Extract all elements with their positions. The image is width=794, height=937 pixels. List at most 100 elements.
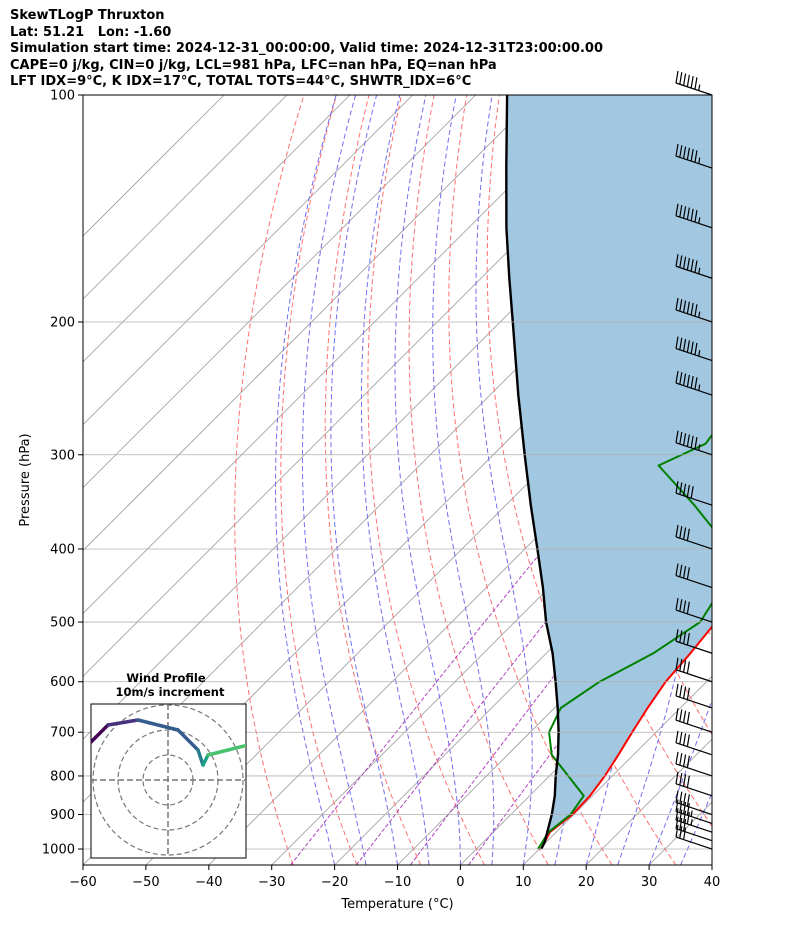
barb-flag (679, 482, 683, 495)
barb-flag (679, 204, 683, 218)
barb-flag (686, 794, 690, 807)
wind-barb (675, 751, 713, 777)
barb-flag (675, 799, 679, 812)
wind-barb (675, 657, 713, 683)
hodograph-area (91, 704, 268, 858)
barb-flag (686, 257, 690, 271)
isotherm-line (83, 95, 602, 614)
barb-flag (682, 527, 687, 540)
mixing-ratio-line (468, 538, 712, 865)
moist-adiabat (330, 95, 398, 865)
barb-flag (686, 755, 690, 768)
barb-flag (679, 564, 683, 577)
barb-flag (679, 817, 683, 831)
barb-flag (675, 708, 679, 721)
barb-flag (682, 754, 687, 767)
barb-flag (679, 255, 683, 268)
barb-flag (682, 300, 687, 313)
barb-flag (675, 657, 679, 670)
barb-flag (682, 73, 687, 86)
hodograph-trace (196, 748, 205, 767)
wind-barb (675, 143, 713, 169)
indices-text-2: LFT IDX=9°C, K IDX=17°C, TOTAL TOTS=44°C… (10, 74, 472, 89)
barb-flag (675, 808, 679, 821)
wind-barb (675, 336, 713, 362)
barb-half-flag (698, 267, 701, 274)
isotherm-line (83, 95, 225, 237)
coordinates-text: Lat: 51.21 Lon: -1.60 (10, 24, 172, 40)
barb-flag (675, 336, 679, 349)
wind-barb (675, 370, 713, 396)
barb-flag (682, 206, 687, 219)
barb-flag (675, 297, 679, 311)
x-tick-label: 40 (704, 875, 721, 890)
barb-flag (682, 810, 687, 823)
barb-flag (682, 433, 687, 446)
barb-flag (694, 260, 698, 273)
moist-adiabat (432, 95, 495, 865)
wind-barb (675, 790, 713, 816)
barb-shaft (675, 819, 713, 833)
y-tick-label: 200 (50, 315, 75, 330)
barb-flag (675, 563, 679, 576)
barb-half-flag (690, 810, 693, 817)
barb-flag (679, 145, 683, 158)
barb-flag (686, 811, 690, 825)
barb-flag (682, 733, 687, 746)
hodograph-trace (206, 748, 230, 757)
wind-barb (675, 730, 713, 756)
indices-text-1: CAPE=0 j/kg, CIN=0 j/kg, LCL=981 hPa, LF… (10, 57, 497, 73)
x-tick-label: −10 (384, 875, 411, 890)
moist-adiabat (711, 863, 712, 865)
moist-adiabat (302, 95, 367, 865)
barb-shaft (675, 640, 713, 654)
x-axis-label: Temperature (°C) (340, 897, 453, 912)
barb-flag (690, 486, 694, 499)
isotherm-line (83, 95, 413, 426)
barb-shaft (675, 492, 713, 506)
barb-flag (679, 526, 683, 539)
barb-flag (682, 710, 687, 723)
barb-half-flag (690, 819, 693, 826)
barb-flag (679, 791, 683, 804)
barb-flag (675, 816, 679, 829)
y-axis-label: Pressure (hPa) (18, 433, 33, 526)
dry-adiabat (280, 95, 358, 865)
barb-shaft (675, 265, 713, 279)
y-tick-label: 600 (50, 675, 75, 690)
dry-adiabat (234, 95, 305, 865)
barb-flag (682, 827, 687, 840)
barb-flag (679, 630, 683, 643)
barb-flag (675, 790, 679, 803)
barb-shaft (675, 742, 713, 756)
barb-flag (679, 709, 683, 722)
hodograph-trace (263, 755, 268, 765)
y-tick-label: 300 (50, 448, 75, 463)
y-tick-label: 700 (50, 726, 75, 741)
x-tick-label: 20 (578, 875, 595, 890)
barb-flag (686, 661, 690, 674)
barb-flag (686, 567, 690, 580)
wind-barb (675, 563, 713, 589)
barb-flag (675, 70, 679, 84)
barb-flag (682, 373, 687, 386)
y-tick-label: 100 (50, 89, 75, 104)
barb-flag (686, 74, 690, 87)
barb-shaft (675, 82, 713, 96)
moist-adiabat (394, 95, 461, 865)
moist-adiabat (275, 95, 337, 865)
y-tick-label: 800 (50, 769, 75, 784)
barb-half-flag (698, 311, 701, 318)
barb-shaft (675, 382, 713, 396)
barb-flag (686, 374, 690, 387)
wind-barb (675, 70, 713, 96)
barb-flag (694, 150, 698, 163)
barb-flag (686, 207, 690, 220)
wind-barb (675, 808, 713, 833)
barb-flag (694, 209, 698, 223)
barb-flag (675, 597, 679, 611)
mixing-ratio-line (355, 411, 712, 865)
barb-flag (690, 208, 694, 221)
barb-flag (686, 601, 690, 614)
